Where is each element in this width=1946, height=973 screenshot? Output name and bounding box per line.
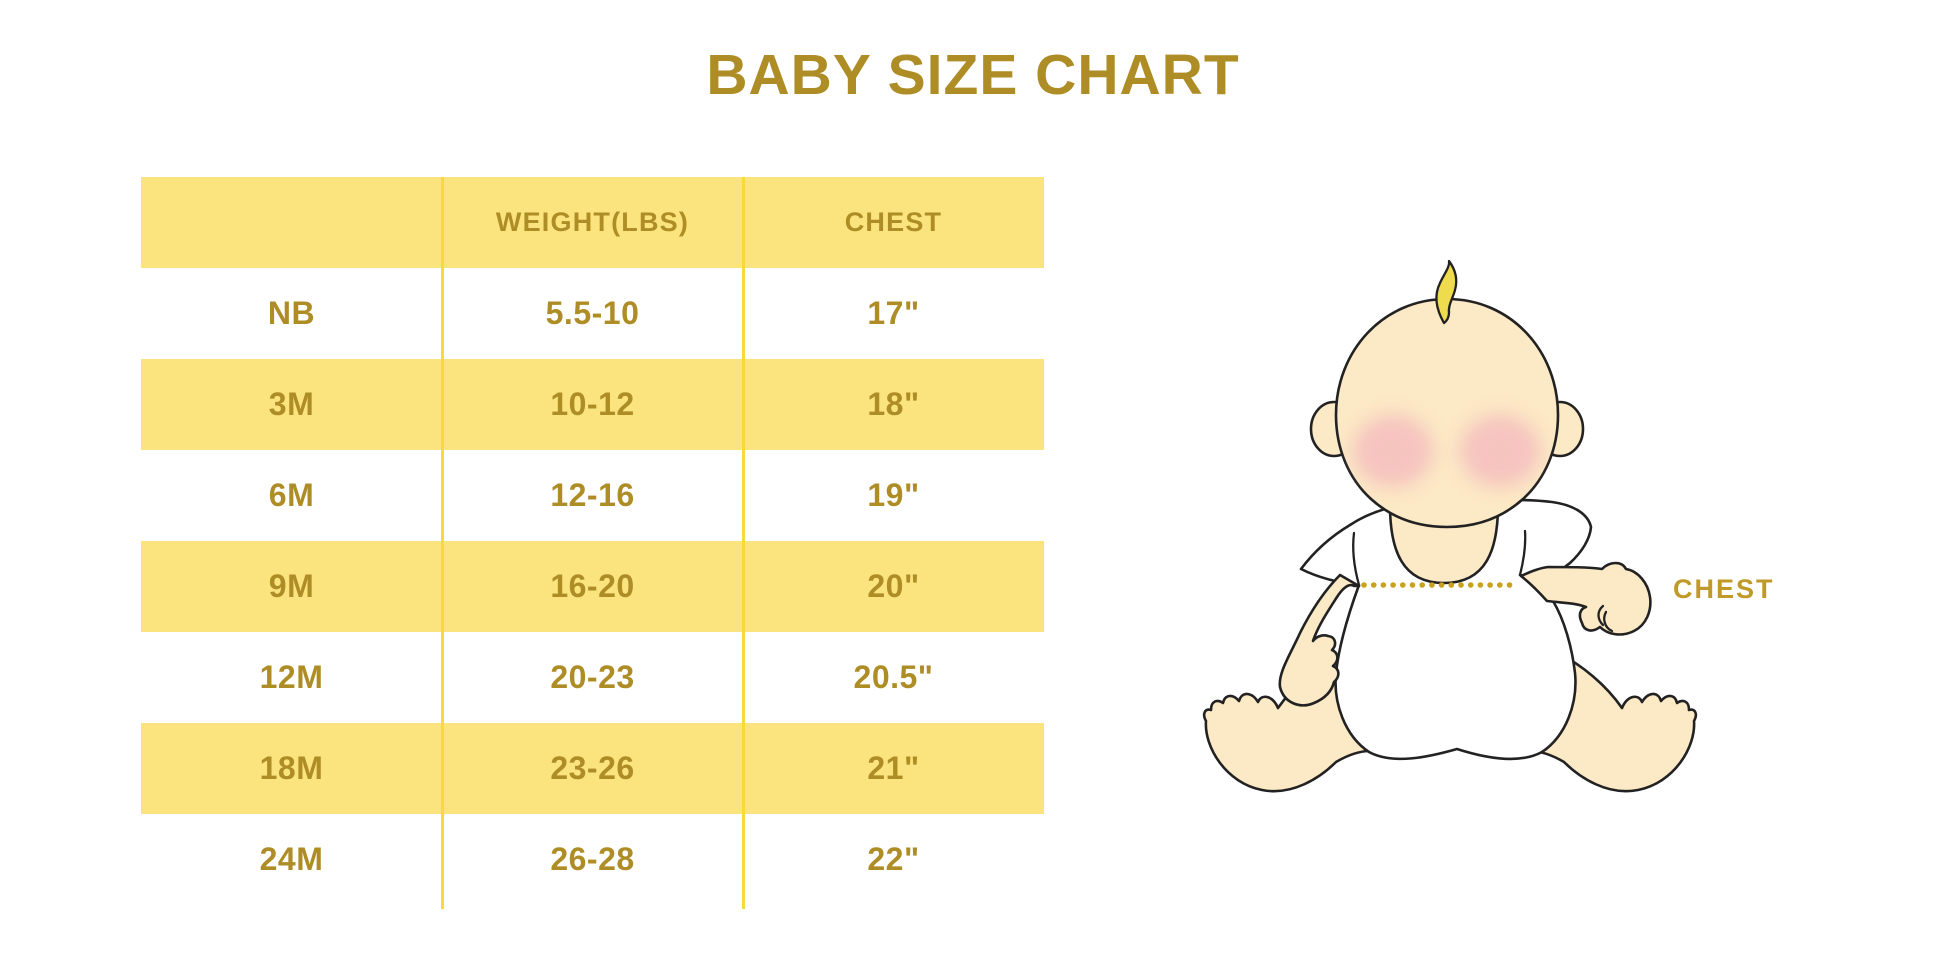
table-row: 18M 23-26 21" — [141, 723, 1044, 814]
chest-cell: 22" — [867, 841, 920, 877]
size-cell: 18M — [259, 750, 324, 786]
weight-cell: 20-23 — [550, 659, 635, 695]
weight-cell: 5.5-10 — [545, 295, 640, 331]
size-cell: 12M — [259, 659, 324, 695]
page-title: BABY SIZE CHART — [706, 43, 1240, 107]
size-cell: 3M — [268, 386, 315, 422]
header-chest-cell: CHEST — [844, 207, 943, 237]
chest-cell: 18" — [867, 386, 920, 422]
baby-blush-left — [1353, 415, 1433, 487]
chest-cell: 17" — [867, 295, 920, 331]
weight-cell: 23-26 — [550, 750, 635, 786]
baby-blush-right — [1460, 415, 1540, 487]
table-row: 12M 20-23 20.5" — [141, 632, 1044, 723]
table-row: 9M 16-20 20" — [141, 541, 1044, 632]
chest-cell: 21" — [867, 750, 920, 786]
baby-arm-right-fist — [1519, 561, 1652, 636]
fist-finger-curl-1 — [1597, 604, 1605, 627]
size-cell: NB — [267, 295, 316, 331]
table-row: 6M 12-16 19" — [141, 450, 1044, 541]
baby-hair-curl — [1435, 259, 1458, 325]
size-chart-table: WEIGHT(LBS) CHEST NB 5.5-10 17" 3M 10-12… — [141, 177, 1044, 909]
size-cell: 9M — [268, 568, 315, 604]
table-row: 3M 10-12 18" — [141, 359, 1044, 450]
baby-arm-left — [1278, 573, 1361, 707]
chest-cell: 19" — [867, 477, 920, 513]
header-size-cell — [141, 177, 442, 268]
chest-cell: 20" — [867, 568, 920, 604]
size-cell: 24M — [259, 841, 324, 877]
sleeve-crease-left — [1352, 531, 1361, 587]
table-row: NB 5.5-10 17" — [141, 268, 1044, 359]
column-divider-1 — [441, 177, 444, 909]
weight-cell: 12-16 — [550, 477, 635, 513]
weight-cell: 10-12 — [550, 386, 635, 422]
baby-onesie — [1299, 498, 1593, 761]
chest-cell: 20.5" — [853, 659, 934, 695]
chest-label: CHEST — [1673, 574, 1775, 604]
table-header-row: WEIGHT(LBS) CHEST — [141, 177, 1044, 268]
column-divider-2 — [742, 177, 745, 909]
size-cell: 6M — [268, 477, 315, 513]
header-weight-cell: WEIGHT(LBS) — [495, 207, 690, 237]
baby-head — [1334, 297, 1560, 529]
fist-finger-curl-2 — [1603, 610, 1614, 633]
table-row: 24M 26-28 22" — [141, 814, 1044, 905]
weight-cell: 26-28 — [550, 841, 635, 877]
sleeve-crease-right — [1518, 529, 1527, 577]
weight-cell: 16-20 — [550, 568, 635, 604]
baby-illustration — [1140, 195, 1820, 815]
baby-sitting-icon — [1202, 259, 1698, 793]
